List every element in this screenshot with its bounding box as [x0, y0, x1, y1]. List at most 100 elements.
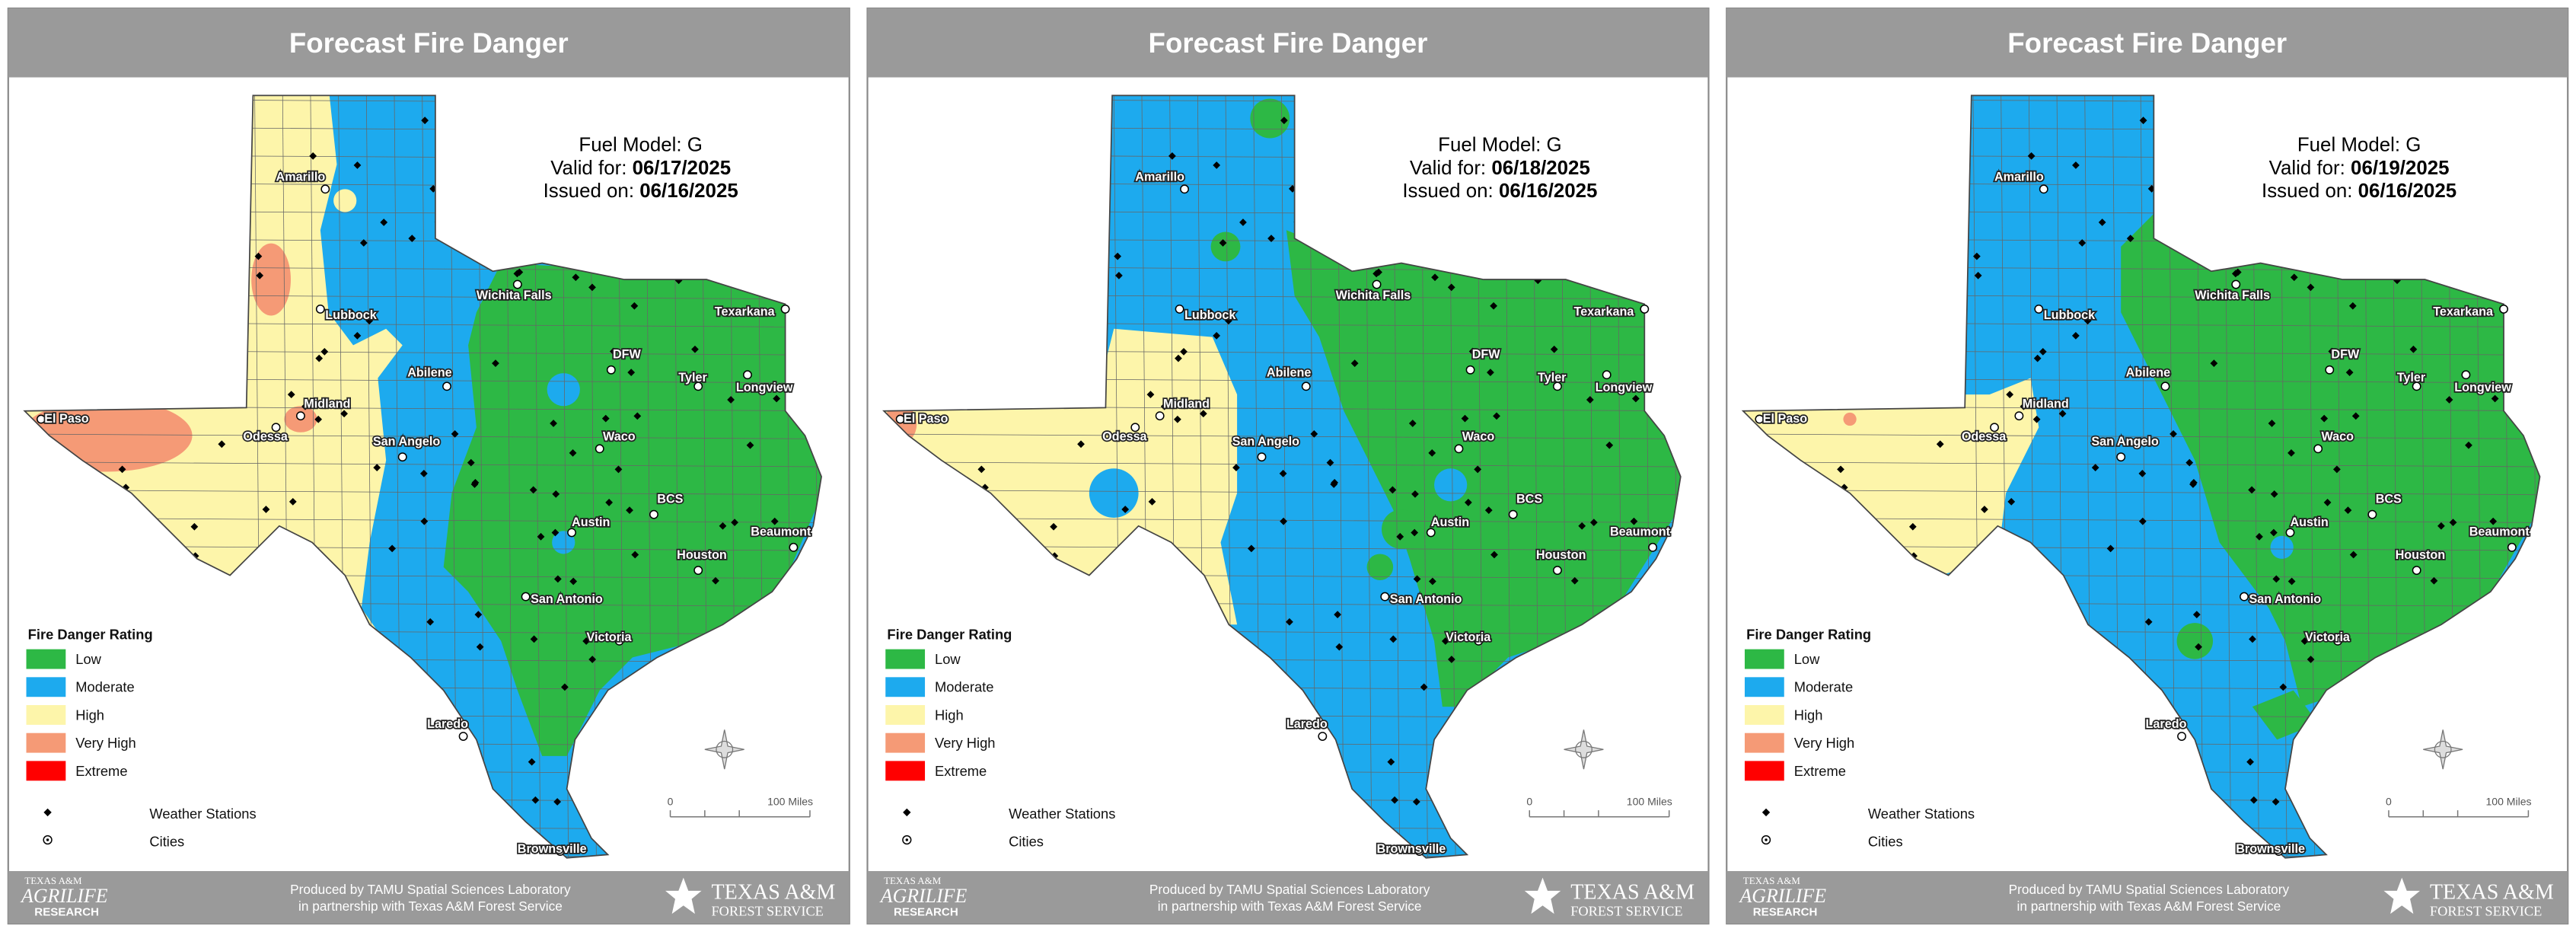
scale-end: 100 Miles: [767, 796, 813, 808]
city-label: San Antonio: [2249, 592, 2322, 606]
city-marker: [1474, 636, 1484, 646]
city-label: Houston: [1536, 548, 1586, 562]
danger-zone: [2121, 213, 2540, 707]
issued-label: Issued on:: [544, 180, 634, 202]
forest-bottom: FOREST SERVICE: [1570, 903, 1682, 918]
legend-swatch: [885, 733, 926, 753]
weather-station: [1388, 486, 1397, 494]
city-marker: [1380, 592, 1390, 602]
fuel-info: Fuel Model: G: [2297, 135, 2421, 156]
weather-station: [731, 519, 738, 526]
city-marker: [1553, 381, 1562, 391]
issued-date: 06/16/2025: [1499, 180, 1598, 202]
city-marker: [780, 304, 790, 314]
legend-label: Moderate: [935, 679, 993, 695]
weather-station: [1490, 302, 1497, 310]
city-marker: [296, 411, 305, 421]
city-label: Odessa: [1962, 430, 2007, 444]
city-marker: [614, 636, 624, 646]
weather-station: [1391, 796, 1398, 804]
city-label: San Angelo: [2091, 435, 2158, 448]
city-marker: [1301, 381, 1311, 391]
legend-title: Fire Danger Rating: [1746, 627, 1871, 643]
compass: [1564, 729, 1604, 770]
legend-title: Fire Danger Rating: [28, 627, 153, 643]
weather-station: [451, 430, 459, 438]
weather-station: [340, 410, 348, 418]
weather-station: [2249, 796, 2258, 804]
forest-star: [1524, 877, 1561, 914]
city-marker: [271, 423, 281, 432]
legend-swatch: [26, 733, 66, 753]
city-label: Waco: [2321, 430, 2354, 444]
legend-stations: Weather Stations: [1868, 806, 1975, 822]
legend-swatch: [885, 705, 926, 725]
weather-station: [2189, 478, 2198, 487]
legend-swatch: [26, 705, 66, 725]
legend-label: High: [935, 707, 964, 723]
legend-swatch: [885, 761, 926, 781]
weather-station: [1411, 490, 1419, 498]
county-line: [884, 433, 1681, 439]
valid-label: Valid for:: [2269, 158, 2345, 179]
weather-station: [1578, 522, 1586, 530]
legend-label: Very High: [1794, 735, 1854, 751]
weather-station: [1335, 643, 1344, 651]
danger-zone: [1286, 230, 1681, 707]
valid-info: Valid for: 06/18/2025: [1410, 158, 1590, 179]
danger-zone: [1366, 554, 1394, 580]
legend-label: High: [1794, 707, 1823, 723]
panel-title: Forecast Fire Danger: [289, 27, 569, 59]
city-label: Wichita Falls: [477, 289, 552, 302]
weather-station: [1121, 506, 1130, 513]
city-marker: [37, 414, 46, 424]
danger-zone: [2270, 535, 2294, 559]
legend-stations: Weather Stations: [149, 806, 256, 822]
legend-swatch: [1744, 649, 1784, 669]
scale-start: 0: [2386, 796, 2392, 808]
issued-info: Issued on: 06/16/2025: [544, 180, 738, 202]
forest-top: TEXAS A&M: [711, 881, 835, 905]
danger-zone: [1843, 412, 1857, 426]
weather-station: [2246, 758, 2254, 766]
city-marker: [2177, 732, 2186, 741]
city-marker: [320, 184, 330, 194]
footer-line1: Produced by TAMU Spatial Sciences Labora…: [290, 882, 571, 897]
danger-zone: [2176, 623, 2214, 659]
weather-station: [773, 394, 781, 403]
weather-station: [1447, 656, 1455, 663]
weather-station: [426, 618, 435, 626]
city-label: Wichita Falls: [1336, 289, 1411, 302]
forest-bottom: FOREST SERVICE: [711, 903, 823, 918]
legend-swatch: [26, 677, 66, 697]
weather-station: [1286, 618, 1293, 626]
city-label: Austin: [572, 515, 610, 529]
city-marker: [1257, 452, 1267, 462]
weather-station: [1412, 798, 1420, 806]
city-label: Texarkana: [2433, 305, 2494, 319]
city-label: BCS: [1516, 493, 1542, 506]
city-label: DFW: [2331, 348, 2360, 362]
city-marker: [2014, 411, 2024, 421]
city-label: Longview: [2454, 381, 2511, 394]
city-marker: [2333, 636, 2343, 646]
city-label: Amarillo: [1994, 171, 2044, 184]
weather-station: [746, 441, 754, 449]
weather-station: [1464, 499, 1472, 506]
weather-station: [2195, 643, 2202, 651]
footer-line1: Produced by TAMU Spatial Sciences Labora…: [1149, 882, 1430, 897]
danger-zone: [1210, 231, 1241, 262]
legend-swatch: [26, 649, 66, 669]
city-label: Lubbock: [2044, 308, 2096, 322]
city-marker: [1155, 411, 1165, 421]
city-marker: [1180, 184, 1189, 194]
forest-top: TEXAS A&M: [1570, 881, 1694, 905]
legend-city-dot: [46, 838, 49, 841]
footer-bar: [8, 870, 850, 924]
city-marker: [2313, 444, 2323, 454]
city-label: BCS: [657, 493, 683, 506]
valid-date: 06/17/2025: [633, 158, 732, 179]
agrilife-top: TEXAS A&M: [1743, 875, 1801, 886]
city-label: Longview: [736, 381, 793, 394]
